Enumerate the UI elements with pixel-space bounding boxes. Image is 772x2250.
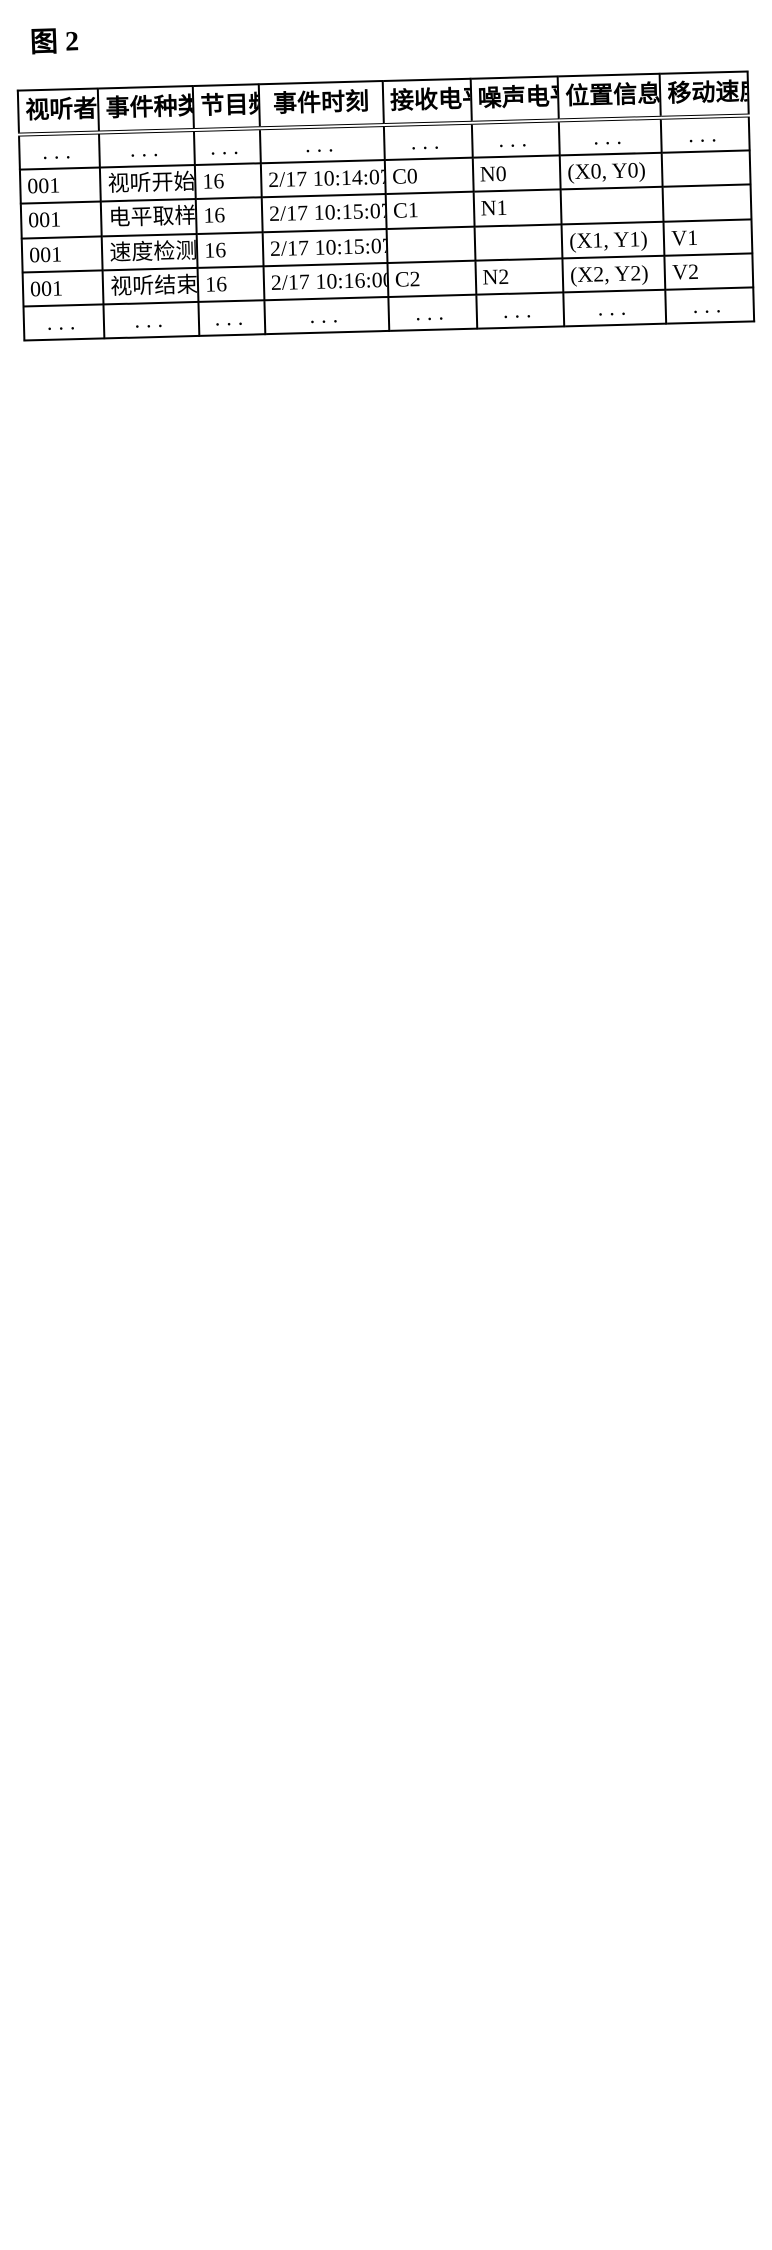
col-header-kind: 事件种类 bbox=[98, 86, 194, 132]
col-header-time: 事件时刻 bbox=[259, 81, 384, 128]
cell-rx: C2 bbox=[387, 260, 475, 296]
ellipsis-cell: ... bbox=[559, 118, 662, 156]
table-container: 视听者ID 事件种类 节目频道 事件时刻 接收电平 噪声电平 位置信息 移动速度… bbox=[17, 70, 755, 341]
cell-pos: (X1, Y1) bbox=[562, 221, 665, 258]
figure-label: 图 2 bbox=[29, 19, 79, 61]
cell-noise: N1 bbox=[473, 190, 561, 226]
col-header-noise: 噪声电平 bbox=[470, 76, 559, 122]
cell-speed bbox=[662, 151, 751, 187]
ellipsis-cell: ... bbox=[19, 132, 100, 169]
cell-id: 001 bbox=[23, 270, 104, 306]
ellipsis-cell: ... bbox=[476, 292, 564, 328]
cell-id: 001 bbox=[21, 202, 102, 238]
col-header-id: 视听者ID bbox=[18, 88, 99, 134]
cell-id: 001 bbox=[20, 168, 101, 204]
ellipsis-cell: ... bbox=[563, 290, 666, 327]
cell-kind: 速度检测 bbox=[102, 234, 198, 271]
data-table: 视听者ID 事件种类 节目频道 事件时刻 接收电平 噪声电平 位置信息 移动速度… bbox=[17, 70, 755, 341]
cell-kind: 视听开始 bbox=[100, 165, 196, 202]
cell-time: 2/17 10:16:00 bbox=[263, 263, 388, 300]
col-header-rx: 接收电平 bbox=[383, 79, 472, 125]
ellipsis-cell: ... bbox=[99, 130, 195, 168]
cell-noise: N0 bbox=[472, 156, 560, 192]
cell-time: 2/17 10:14:07 bbox=[261, 160, 386, 197]
cell-pos: (X0, Y0) bbox=[560, 153, 663, 190]
ellipsis-cell: ... bbox=[264, 297, 389, 334]
cell-time: 2/17 10:15:07 bbox=[263, 229, 388, 266]
ellipsis-cell: ... bbox=[384, 123, 472, 160]
ellipsis-cell: ... bbox=[194, 128, 261, 165]
col-header-pos: 位置信息 bbox=[558, 74, 661, 121]
cell-ch: 16 bbox=[196, 198, 263, 234]
ellipsis-cell: ... bbox=[260, 125, 385, 163]
ellipsis-cell: ... bbox=[661, 115, 750, 152]
cell-noise bbox=[474, 224, 562, 260]
cell-noise: N2 bbox=[475, 258, 563, 294]
cell-kind: 视听结束 bbox=[103, 268, 199, 305]
cell-speed: V2 bbox=[665, 253, 754, 289]
cell-time: 2/17 10:15:07 bbox=[262, 194, 387, 231]
col-header-speed: 移动速度 bbox=[660, 71, 749, 117]
cell-rx: C0 bbox=[385, 158, 473, 194]
cell-ch: 16 bbox=[195, 163, 262, 199]
cell-kind: 电平取样 bbox=[101, 199, 197, 236]
ellipsis-cell: ... bbox=[104, 302, 200, 339]
cell-pos bbox=[561, 187, 664, 224]
cell-id: 001 bbox=[22, 236, 103, 272]
ellipsis-cell: ... bbox=[666, 287, 755, 323]
cell-ch: 16 bbox=[197, 232, 264, 268]
cell-rx: C1 bbox=[386, 192, 474, 228]
ellipsis-cell: ... bbox=[199, 300, 266, 336]
cell-ch: 16 bbox=[198, 266, 265, 302]
cell-rx bbox=[387, 226, 475, 262]
col-header-ch: 节目频道 bbox=[193, 84, 260, 130]
cell-speed bbox=[663, 185, 752, 221]
ellipsis-cell: ... bbox=[388, 295, 476, 331]
cell-speed: V1 bbox=[664, 219, 753, 255]
ellipsis-cell: ... bbox=[471, 120, 559, 157]
cell-pos: (X2, Y2) bbox=[563, 255, 666, 292]
ellipsis-cell: ... bbox=[24, 304, 105, 340]
